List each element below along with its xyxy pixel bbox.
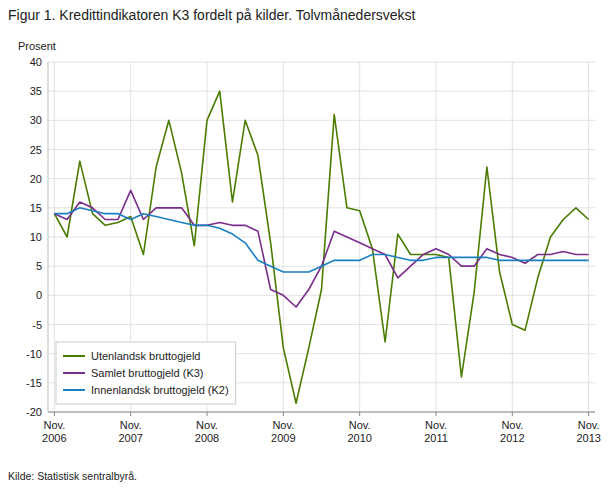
- grid: [48, 62, 595, 412]
- legend-label: Innenlandsk bruttogjeld (K2): [91, 384, 229, 396]
- series-line: [54, 91, 588, 403]
- y-grid-line: [48, 62, 595, 63]
- x-tick-label: Nov.2008: [195, 419, 219, 444]
- y-grid-line: [48, 91, 595, 92]
- chart: Figur 1. Kredittindikatoren K3 fordelt p…: [0, 0, 610, 488]
- x-grid-line: [588, 62, 589, 412]
- x-tick: [207, 412, 208, 416]
- x-grid-line: [512, 62, 513, 412]
- y-tick-label: -10: [26, 348, 42, 360]
- y-tick-label: 5: [36, 260, 42, 272]
- x-tick-label: Nov.2009: [271, 419, 295, 444]
- y-tick-label: 10: [30, 231, 42, 243]
- y-grid-line: [48, 149, 595, 150]
- y-grid-line: [48, 207, 595, 208]
- x-tick-label: Nov.2010: [347, 419, 371, 444]
- series-line: [54, 208, 588, 272]
- legend-swatch: [63, 355, 85, 357]
- x-tick: [588, 412, 589, 416]
- x-tick-label: Nov.2012: [500, 419, 524, 444]
- legend-label: Samlet bruttogjeld (K3): [91, 367, 204, 379]
- source: Kilde: Statistisk sentralbyrå.: [8, 470, 137, 482]
- x-tick-label: Nov.2013: [576, 419, 600, 444]
- x-grid-line: [283, 62, 284, 412]
- legend-swatch: [63, 389, 85, 391]
- y-tick-label: 35: [30, 85, 42, 97]
- legend-label: Utenlandsk bruttogjeld: [91, 350, 200, 362]
- y-tick-label: 40: [30, 56, 42, 68]
- y-tick-label: 15: [30, 202, 42, 214]
- y-grid-line: [48, 120, 595, 121]
- legend-box: [56, 342, 236, 404]
- x-tick: [283, 412, 284, 416]
- y-grid-line: [48, 178, 595, 179]
- lines: [54, 91, 588, 403]
- y-axis-label: Prosent: [18, 40, 56, 52]
- y-tick-label: -5: [32, 319, 42, 331]
- y-tick-label: -20: [26, 406, 42, 418]
- y-grid-line: [48, 237, 595, 238]
- legend-swatch: [63, 372, 85, 374]
- x-tick: [130, 412, 131, 416]
- y-grid-line: [48, 295, 595, 296]
- x-axis-line: [48, 412, 595, 413]
- x-tick-label: Nov.2011: [424, 419, 448, 444]
- x-tick: [54, 412, 55, 416]
- x-tick-label: Nov.2006: [42, 419, 66, 444]
- legend: Utenlandsk bruttogjeld Samlet bruttogjeld…: [56, 342, 236, 404]
- y-tick-label: -15: [26, 377, 42, 389]
- y-tick-label: 0: [36, 289, 42, 301]
- y-tick-label: 30: [30, 114, 42, 126]
- x-tick: [359, 412, 360, 416]
- series-line: [54, 190, 588, 307]
- y-tick-label: 25: [30, 144, 42, 156]
- x-grid-line: [54, 62, 55, 412]
- y-axis-line: [48, 62, 49, 412]
- x-grid-line: [359, 62, 360, 412]
- x-tick: [512, 412, 513, 416]
- title: Figur 1. Kredittindikatoren K3 fordelt p…: [8, 7, 416, 23]
- x-tick: [435, 412, 436, 416]
- x-tick-label: Nov.2007: [118, 419, 142, 444]
- y-grid-line: [48, 412, 595, 413]
- x-grid-line: [435, 62, 436, 412]
- y-tick-label: 20: [30, 173, 42, 185]
